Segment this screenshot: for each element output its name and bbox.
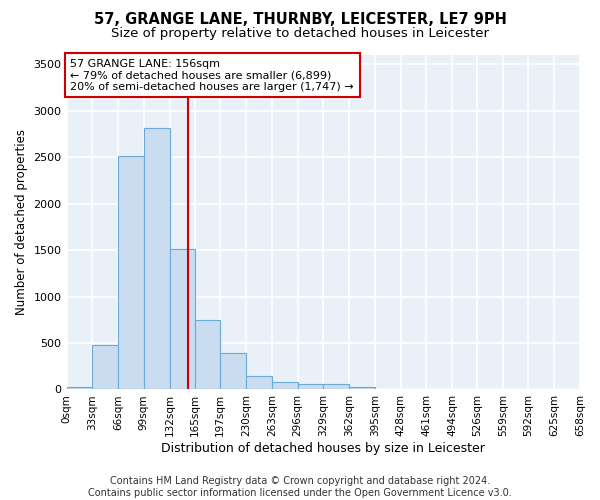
Bar xyxy=(246,376,272,390)
X-axis label: Distribution of detached houses by size in Leicester: Distribution of detached houses by size … xyxy=(161,442,485,455)
Text: Contains HM Land Registry data © Crown copyright and database right 2024.
Contai: Contains HM Land Registry data © Crown c… xyxy=(88,476,512,498)
Bar xyxy=(349,386,375,390)
Bar xyxy=(298,384,323,390)
Text: 57, GRANGE LANE, THURNBY, LEICESTER, LE7 9PH: 57, GRANGE LANE, THURNBY, LEICESTER, LE7… xyxy=(94,12,506,28)
Bar xyxy=(92,345,118,390)
Bar xyxy=(118,156,144,390)
Bar xyxy=(272,382,298,390)
Bar xyxy=(323,384,349,390)
Text: 57 GRANGE LANE: 156sqm
← 79% of detached houses are smaller (6,899)
20% of semi-: 57 GRANGE LANE: 156sqm ← 79% of detached… xyxy=(70,58,354,92)
Text: Size of property relative to detached houses in Leicester: Size of property relative to detached ho… xyxy=(111,28,489,40)
Y-axis label: Number of detached properties: Number of detached properties xyxy=(15,129,28,315)
Bar xyxy=(220,353,246,390)
Bar xyxy=(195,320,220,390)
Bar xyxy=(170,249,195,390)
Bar xyxy=(144,128,170,390)
Bar xyxy=(67,387,92,390)
